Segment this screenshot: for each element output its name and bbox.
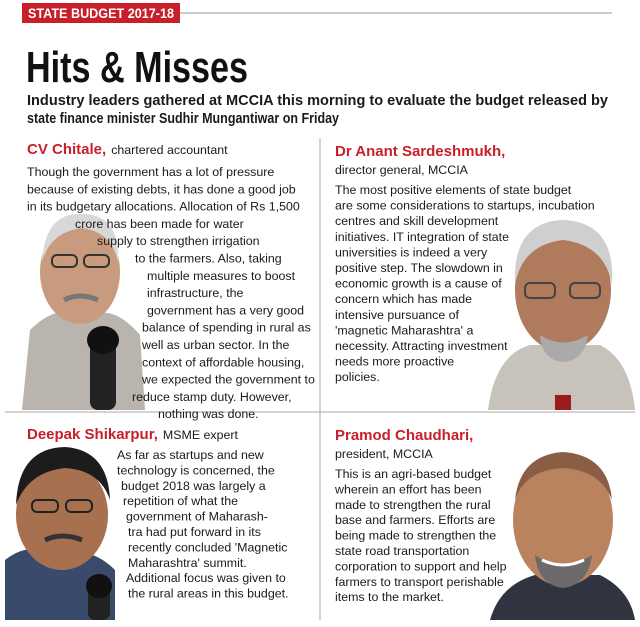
body-line: universities is indeed a very [335, 245, 488, 259]
photo [22, 213, 145, 410]
body-line: recently concluded 'Magnetic [128, 540, 287, 554]
person-role: president, MCCIA [335, 447, 434, 461]
body-line: concern which has made [335, 292, 472, 306]
photo [490, 452, 635, 620]
body-line: government has a very good [147, 303, 304, 317]
body-line: are some considerations to startups, inc… [335, 199, 595, 213]
body-line: wherein an effort has been [334, 482, 482, 496]
body-line: 'magnetic Maharashtra' a [335, 323, 473, 337]
body-line: balance of spending in rural as [142, 321, 311, 335]
body-line: technology is concerned, the [117, 463, 275, 477]
body-line: economic growth is a cause of [335, 277, 502, 291]
body-line: Though the government has a lot of press… [27, 165, 274, 179]
body-line: multiple measures to boost [147, 269, 296, 283]
body-line: the rural areas in this budget. [128, 587, 289, 601]
body-line: Maharashtra' summit. [128, 556, 247, 570]
person-role: MSME expert [163, 428, 239, 442]
body-line: nothing was done. [158, 407, 259, 421]
body-line: necessity. Attracting investment [335, 339, 508, 353]
person-name: Deepak Shikarpur, [27, 426, 158, 443]
body-line: being made to strengthen the [335, 529, 496, 543]
body-line: intensive pursuance of [335, 308, 460, 322]
body-line: positive step. The slowdown in [335, 261, 503, 275]
photo [488, 220, 635, 410]
body-line: needs more proactive [335, 355, 454, 369]
person-role: director general, MCCIA [335, 163, 469, 177]
body-line: crore has been made for water [75, 217, 244, 231]
body-line: tra had put forward in its [128, 525, 261, 539]
body-line: government of Maharash- [126, 510, 268, 524]
body-line: initiatives. IT integration of state [335, 230, 509, 244]
person-role: chartered accountant [111, 143, 228, 157]
body-line: well as urban sector. In the [141, 338, 290, 352]
subtitle: Industry leaders gathered at MCCIA this … [27, 92, 609, 109]
body-line: repetition of what the [123, 494, 238, 508]
body-line: we expected the government to [141, 373, 315, 387]
body-line: to the farmers. Also, taking [135, 252, 282, 266]
body-line: in its budgetary allocations. Allocation… [27, 200, 300, 214]
body-line: items to the market. [335, 590, 444, 604]
body-line: base and farmers. Efforts are [335, 513, 495, 527]
body-line: policies. [335, 370, 380, 384]
title: Hits & Misses [26, 43, 248, 92]
body-line: Additional focus was given to [126, 571, 286, 585]
subtitle: state finance minister Sudhir Mungantiwa… [27, 110, 340, 127]
body-line: because of existing debts, it has done a… [27, 182, 296, 196]
person-name: CV Chitale, [27, 141, 106, 158]
body-line: supply to strengthen irrigation [97, 234, 260, 248]
photo [5, 447, 115, 620]
body-line: As far as startups and new [117, 448, 264, 462]
body-line: state road transportation [335, 544, 469, 558]
body-line: reduce stamp duty. However, [132, 390, 292, 404]
body-line: farmers to transport perishable [335, 575, 504, 589]
person-name: Dr Anant Sardeshmukh, [335, 143, 505, 160]
body-line: context of affordable housing, [142, 355, 304, 369]
body-line: infrastructure, the [147, 286, 244, 300]
body-line: made to strengthen the rural [335, 498, 491, 512]
tag: STATE BUDGET 2017-18 [28, 6, 174, 21]
person-name: Pramod Chaudhari, [335, 427, 473, 444]
body-line: budget 2018 was largely a [121, 479, 266, 493]
body-line: This is an agri-based budget [335, 467, 492, 481]
tag-box [22, 3, 180, 23]
body-line: corporation to support and help [335, 559, 507, 573]
body-line: centres and skill development [335, 214, 499, 228]
body-line: The most positive elements of state budg… [335, 183, 572, 197]
